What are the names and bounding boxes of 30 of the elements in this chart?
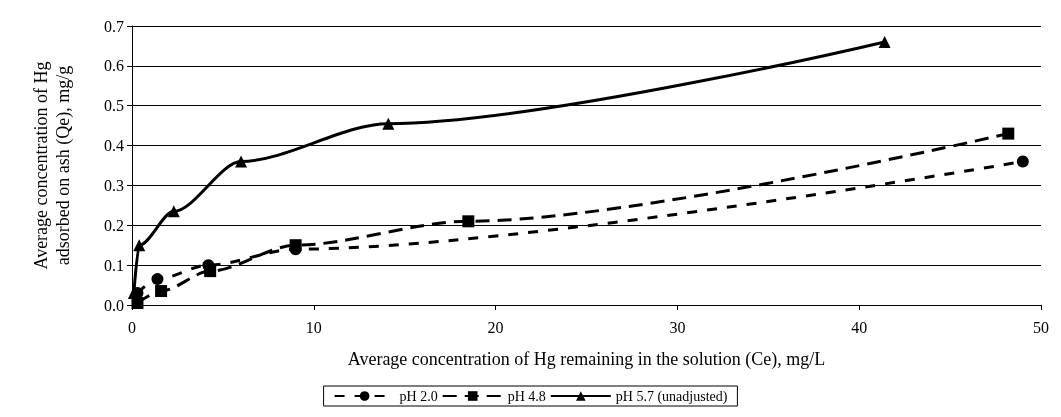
y-tick-label: 0.2	[104, 216, 124, 234]
x-axis-title: Average concentration of Hg remaining in the solution (Ce), mg/L	[347, 349, 826, 370]
point	[235, 155, 248, 168]
x-tick-label: 30	[669, 318, 686, 336]
point	[131, 297, 144, 310]
legend-label: pH 5.7 (unadjusted)	[615, 388, 728, 405]
point	[878, 35, 891, 48]
point	[462, 215, 475, 228]
point	[1002, 127, 1015, 140]
x-tick-label: 20	[487, 318, 504, 336]
x-tick-label: 10	[305, 318, 322, 336]
x-tick-label: 0	[128, 318, 136, 336]
point	[1016, 155, 1029, 168]
y-axis-title: Average concentration of Hg adsorbed on ash (Qe), mg/g	[31, 61, 74, 270]
y-tick-label: 0.6	[104, 57, 124, 75]
x-tick-label: 40	[851, 318, 868, 336]
point	[151, 273, 164, 286]
x-tick-label: 50	[1033, 318, 1049, 336]
legend-label: pH 2.0	[399, 388, 438, 404]
y-tick-label: 0.0	[104, 296, 124, 314]
point	[155, 285, 168, 298]
point	[167, 205, 180, 218]
y-tick-label: 0.3	[104, 176, 124, 194]
y-tick-label: 0.7	[104, 17, 124, 35]
point	[133, 239, 146, 252]
point	[382, 117, 395, 130]
y-tick-label: 0.4	[104, 137, 124, 155]
y-tick-label: 0.5	[104, 97, 124, 115]
y-tick-label: 0.1	[104, 256, 124, 274]
legend-label: pH 4.8	[507, 388, 546, 404]
